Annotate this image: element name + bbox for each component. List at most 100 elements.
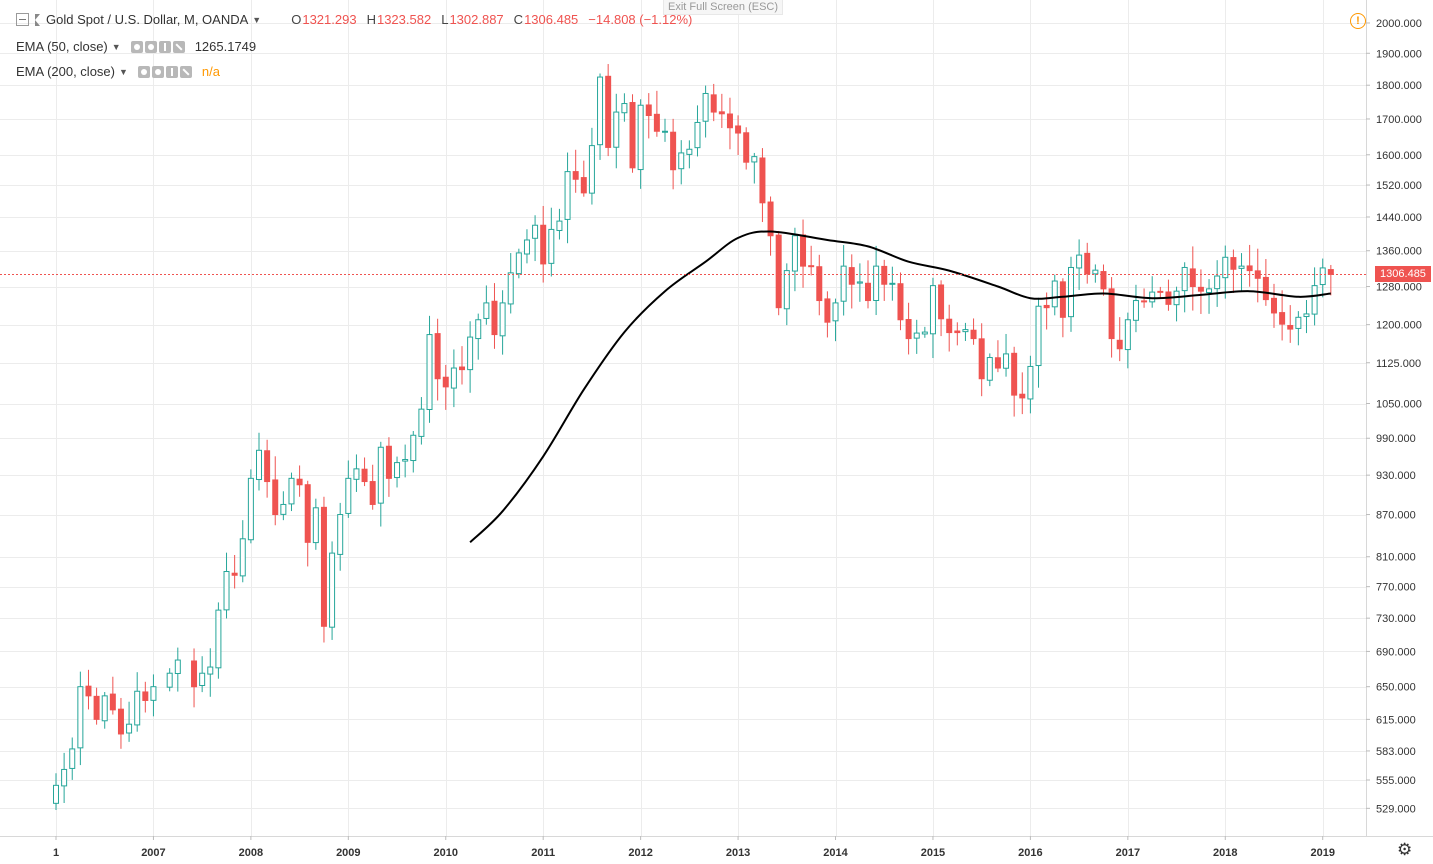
candle <box>134 672 141 732</box>
candle <box>467 321 474 393</box>
exit-fullscreen-button[interactable]: Exit Full Screen (ESC) <box>663 0 784 15</box>
candle-body-down <box>1043 304 1050 309</box>
candle <box>1084 242 1091 284</box>
candle-body-up <box>523 239 530 255</box>
y-tick-label: 555.000 <box>1376 775 1416 787</box>
candle <box>994 340 1001 373</box>
y-tick-label: 1800.000 <box>1376 80 1422 92</box>
candle-body-down <box>385 445 392 479</box>
symbol-title[interactable]: Gold Spot / U.S. Dollar, M, OANDA <box>46 12 249 27</box>
candle-body-down <box>1059 281 1066 318</box>
candle-body-up <box>426 334 433 410</box>
candle-body-up <box>1311 285 1318 315</box>
settings-icon[interactable] <box>151 65 164 78</box>
candle-body-up <box>832 302 839 322</box>
candle-body-down <box>954 330 961 334</box>
candle <box>369 464 376 510</box>
candle <box>808 245 815 276</box>
candle <box>532 215 539 262</box>
x-tick-label: 2009 <box>336 847 360 859</box>
candle-body-down <box>491 300 498 336</box>
candle <box>142 681 149 713</box>
ema50-title[interactable]: EMA (50, close) <box>16 39 108 54</box>
ema200-title[interactable]: EMA (200, close) <box>16 64 115 79</box>
candle <box>986 353 993 387</box>
candle <box>345 460 352 518</box>
close-icon[interactable] <box>179 65 192 78</box>
chevron-down-icon[interactable]: ▼ <box>111 41 121 52</box>
y-tick-label: 650.000 <box>1376 682 1416 694</box>
candle-body-up <box>69 748 76 769</box>
candle <box>783 263 790 326</box>
candle <box>580 160 587 197</box>
candle-body-down <box>1271 297 1277 314</box>
candle <box>450 349 457 408</box>
plus-icon[interactable] <box>158 40 171 53</box>
visibility-icon[interactable] <box>137 65 150 78</box>
candle-body-up <box>1238 265 1245 269</box>
candle-body-up <box>1181 266 1188 292</box>
candle-body-up <box>913 332 920 339</box>
visibility-icon[interactable] <box>130 40 143 53</box>
candle-body-up <box>791 235 798 272</box>
candle-body-up <box>223 571 230 611</box>
candle <box>1206 279 1213 314</box>
candle <box>377 441 384 527</box>
gear-icon[interactable]: ⚙ <box>1397 840 1413 859</box>
candle-body-up <box>662 130 668 133</box>
open-value: 1321.293 <box>302 12 357 27</box>
candle-body-down <box>191 660 198 688</box>
candle <box>296 465 303 497</box>
candle <box>962 322 969 341</box>
chevron-down-icon[interactable]: ▼ <box>119 66 128 77</box>
candle-body-down <box>629 102 636 169</box>
candle-body-down <box>272 479 279 516</box>
candle <box>791 227 798 292</box>
candle <box>613 93 620 169</box>
candle-body-down <box>994 357 1001 369</box>
candle-body-up <box>166 672 173 688</box>
candle <box>499 290 506 355</box>
candle <box>1295 311 1302 346</box>
candle <box>77 671 84 766</box>
close-icon[interactable] <box>172 40 185 53</box>
candle-body-down <box>1108 288 1115 340</box>
candle <box>572 149 579 193</box>
candle-body-down <box>775 234 782 309</box>
candle <box>662 118 668 142</box>
candle-body-up <box>77 686 84 749</box>
settings-icon[interactable] <box>144 40 157 53</box>
candle <box>597 73 604 160</box>
candle <box>653 90 660 137</box>
candle <box>905 302 912 355</box>
plus-icon[interactable] <box>165 65 178 78</box>
candle-body-down <box>320 506 327 627</box>
candle <box>1181 262 1188 313</box>
candle <box>288 472 295 512</box>
candle-body-down <box>540 224 547 265</box>
warning-icon[interactable]: ! <box>1350 13 1366 29</box>
candle <box>556 208 563 240</box>
x-tick-label: 2017 <box>1116 847 1140 859</box>
minimize-icon[interactable] <box>16 13 29 26</box>
y-tick-label: 1600.000 <box>1376 150 1422 162</box>
candle <box>150 674 157 717</box>
flag-icon[interactable] <box>35 13 40 26</box>
x-tick-label: 1 <box>53 847 59 859</box>
candle <box>800 219 807 288</box>
candle <box>515 248 522 279</box>
candle-body-up <box>556 220 563 231</box>
candle-body-up <box>548 228 555 264</box>
price-axis[interactable]: 529.000 555.000 583.000 615.000 650.000 690.0… <box>1366 18 1422 815</box>
ema50-legend: EMA (50, close) ▼ 1265.1749 <box>16 39 256 54</box>
time-axis[interactable]: 1 2007 2008 2009 2010 2011 2012 2013 2014 2015 201… <box>53 836 1335 859</box>
candle-body-down <box>1197 286 1204 292</box>
candle <box>126 701 133 742</box>
candle-body-down <box>710 94 717 113</box>
low-label: L <box>441 12 449 27</box>
candle-body-up <box>1003 353 1010 369</box>
chevron-down-icon[interactable]: ▼ <box>252 14 262 25</box>
candle <box>117 697 124 749</box>
candle-body-up <box>588 145 595 194</box>
